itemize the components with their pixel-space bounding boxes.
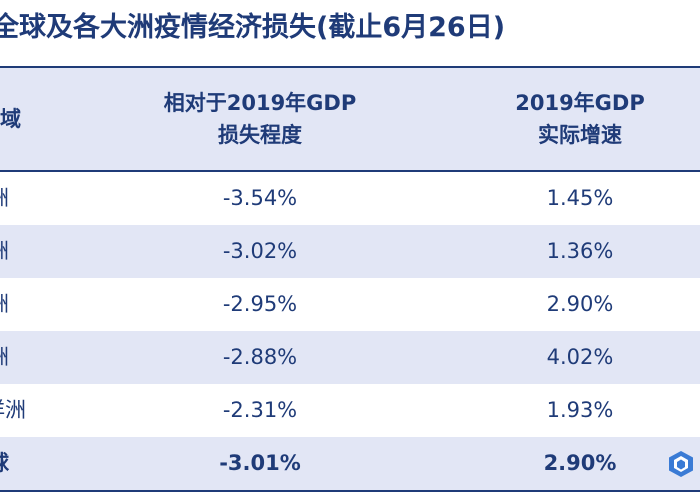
cell-region: 洲	[0, 278, 9, 331]
cell-loss: -3.54%	[222, 186, 298, 210]
cell-region: 洲	[0, 172, 9, 225]
header-growth-line2: 实际增速	[537, 123, 622, 147]
title-text: 全球及各大洲疫情经济损失(截止6月26日)	[0, 12, 506, 43]
cell-region: 洋洲	[0, 398, 26, 422]
header-region: 域	[0, 68, 70, 170]
cell-loss: -3.01%	[219, 451, 301, 475]
cell-growth: 1.45%	[546, 186, 614, 210]
cell-loss: -2.88%	[222, 345, 298, 369]
cell-loss: -3.02%	[222, 239, 298, 263]
header-region-label: 域	[0, 107, 21, 131]
table-bottom-rule	[0, 490, 700, 492]
cell-region: 洲	[0, 331, 9, 384]
hexagon-logo-icon	[668, 450, 694, 478]
table-row: 洲 -2.88% 4.02%	[0, 331, 700, 384]
header-growth: 2019年GDP 实际增速	[470, 68, 690, 170]
table-row: 洲 -3.02% 1.36%	[0, 225, 700, 278]
cell-growth: 1.93%	[546, 398, 614, 422]
table-body: 洲 -3.54% 1.45% 洲 -3.02% 1.36% 洲 -2.95% 2…	[0, 172, 700, 490]
header-loss-line1: 相对于2019年GDP	[163, 91, 357, 115]
table-row: 洲 -2.95% 2.90%	[0, 278, 700, 331]
cell-growth: 4.02%	[546, 345, 614, 369]
cell-growth: 2.90%	[543, 451, 617, 475]
cell-region: 球	[0, 437, 9, 490]
header-bottom-rule	[0, 170, 700, 172]
table-top-rule	[0, 66, 700, 68]
cell-growth: 1.36%	[546, 239, 614, 263]
header-loss-line2: 损失程度	[217, 123, 302, 147]
table-row-total: 球 -3.01% 2.90%	[0, 437, 700, 490]
cell-region: 洲	[0, 225, 9, 278]
header-loss: 相对于2019年GDP 损失程度	[150, 68, 370, 170]
table-row: 洲 -3.54% 1.45%	[0, 172, 700, 225]
cell-growth: 2.90%	[546, 292, 614, 316]
page-title: 全球及各大洲疫情经济损失(截止6月26日)	[0, 0, 700, 58]
table-header: 域 相对于2019年GDP 损失程度 2019年GDP 实际增速	[0, 68, 700, 170]
header-growth-line1: 2019年GDP	[515, 91, 645, 115]
cell-loss: -2.31%	[222, 398, 298, 422]
table-row: 洋洲 -2.31% 1.93%	[0, 384, 700, 437]
cell-loss: -2.95%	[222, 292, 298, 316]
